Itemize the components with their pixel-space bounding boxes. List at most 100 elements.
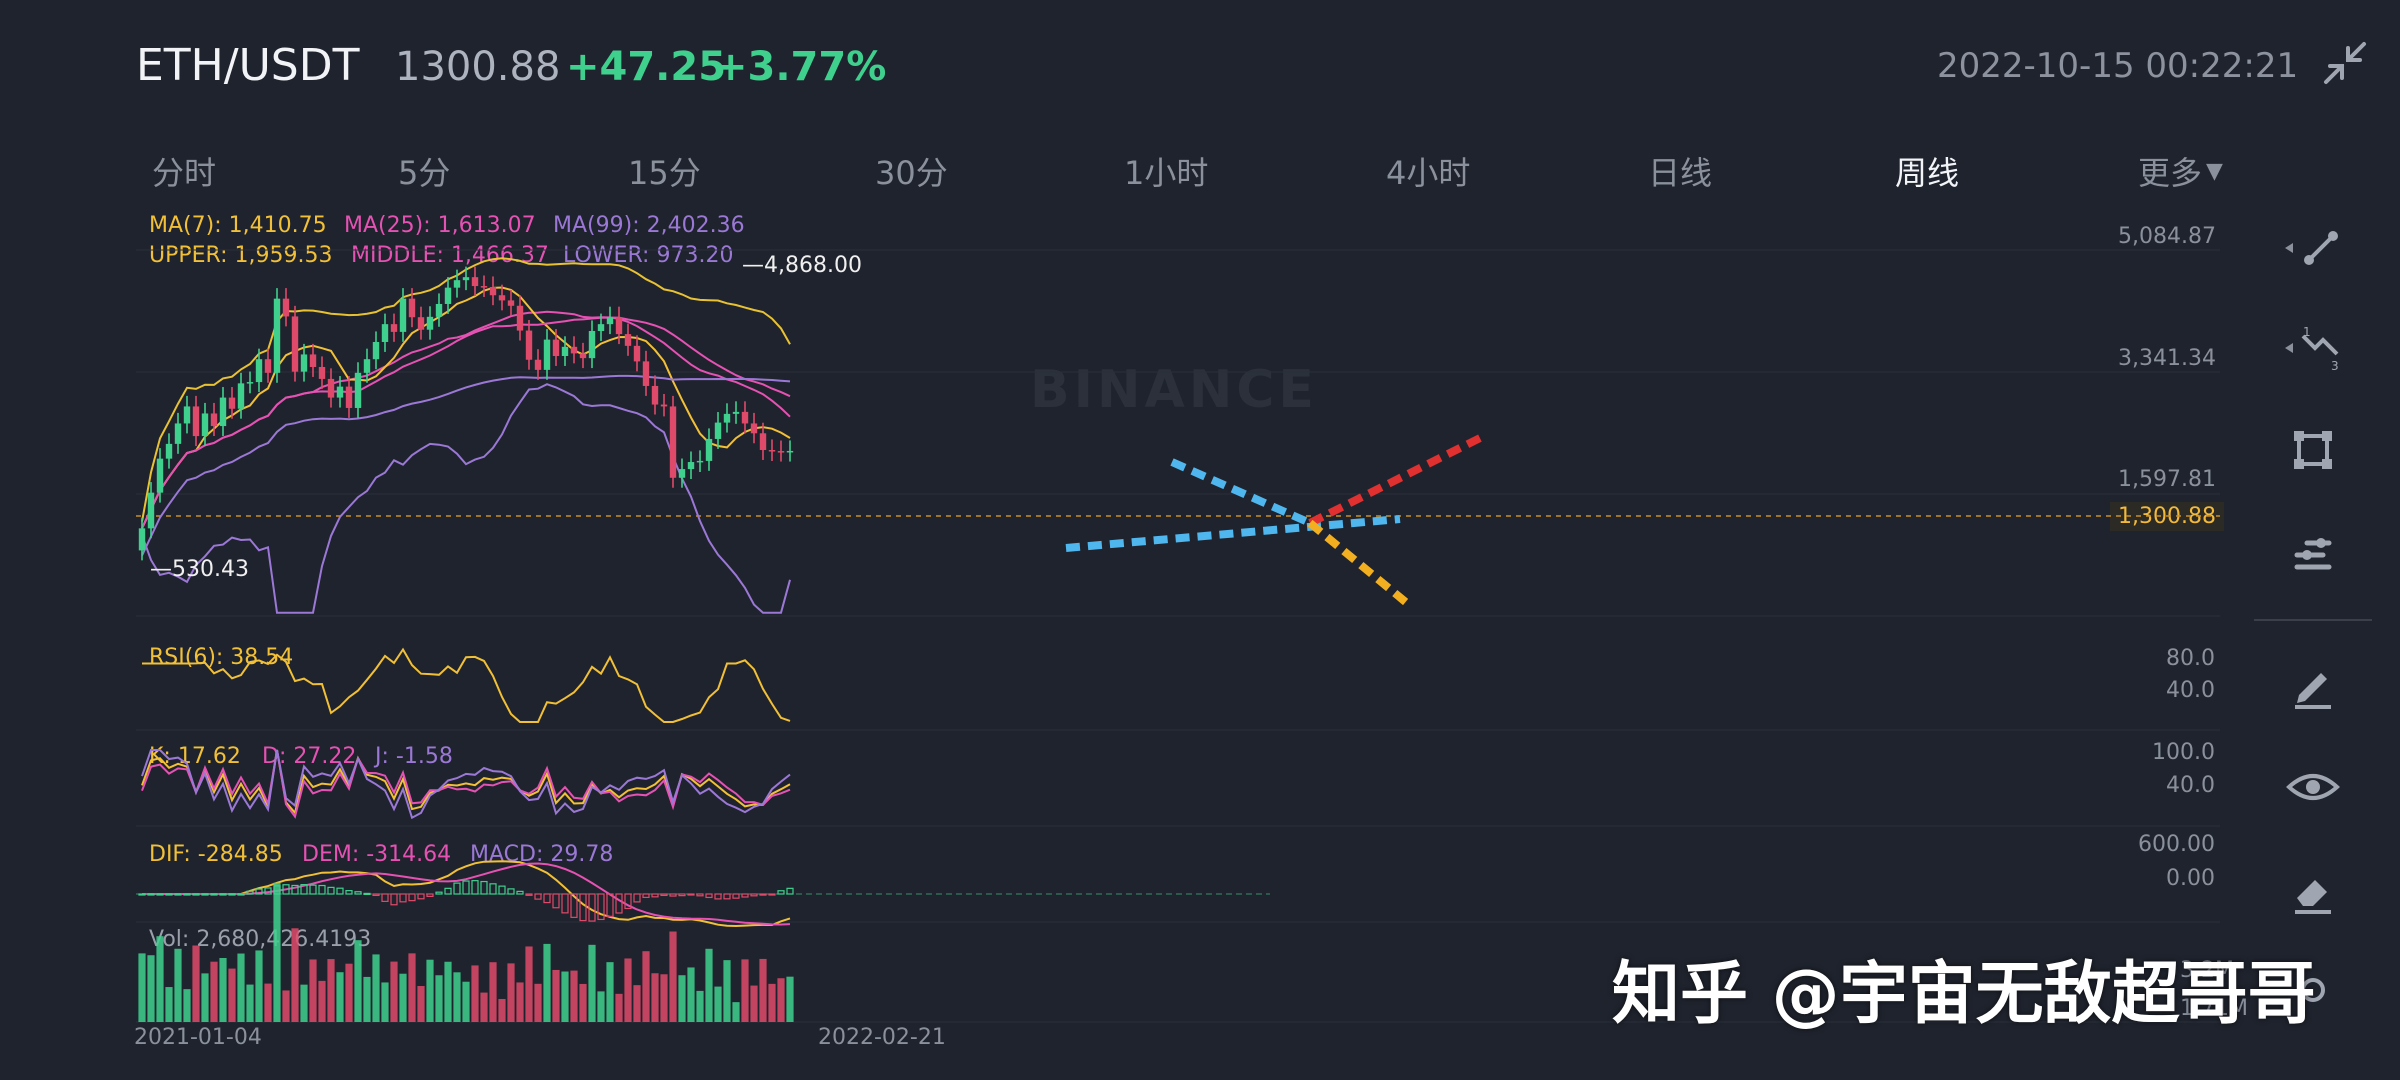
macd-histogram-bar [210, 893, 218, 896]
macd-histogram-bar [219, 893, 227, 896]
rsi-line [142, 647, 791, 723]
macd-histogram-bar [570, 893, 578, 918]
rectangle-tool-button[interactable] [2278, 415, 2348, 485]
volume-bar [174, 948, 182, 1022]
price-change-pct: +3.77% [714, 44, 887, 90]
fib-tool-button[interactable] [2278, 518, 2348, 588]
eraser-tool-button[interactable] [2278, 855, 2348, 925]
legend-k: K: 17.62 [149, 744, 241, 769]
candle-body [291, 316, 299, 372]
caret-down-icon: ▼ [2206, 159, 2223, 184]
macd-histogram-bar [408, 893, 416, 902]
toolbar-divider [2254, 619, 2372, 621]
volume-bar [273, 882, 281, 1022]
legend-ma7: MA(7): 1,410.75 [149, 213, 327, 238]
candle-body [219, 397, 227, 427]
rectangle-icon [2294, 431, 2332, 469]
candle-body [363, 359, 371, 373]
binance-watermark: BINANCE [1030, 360, 1318, 420]
macd-histogram-bar [705, 893, 713, 899]
support-trendline [1065, 515, 1401, 552]
macd-histogram-bar [723, 893, 731, 900]
macd-histogram-bar [264, 887, 272, 895]
macd-histogram-bar [417, 893, 425, 900]
macd-histogram-bar [147, 893, 155, 896]
tab-4hour[interactable]: 4小时 [1386, 154, 1471, 192]
candle-body [489, 287, 497, 296]
resistance-trendline [1170, 458, 1312, 527]
candle-body [507, 300, 515, 306]
macd-histogram-bar [309, 884, 317, 895]
volume-bar [210, 961, 218, 1022]
legend-vol: Vol: 2,680,426.4193 [149, 927, 372, 952]
candle-body [615, 317, 623, 335]
tab-15min[interactable]: 15分 [628, 154, 701, 192]
macd-histogram-bar [291, 884, 299, 895]
macd-histogram-bar [660, 893, 668, 897]
candle-body [390, 324, 398, 332]
visibility-toggle-button[interactable] [2278, 752, 2348, 822]
volume-bar [714, 986, 722, 1022]
breakdown-line [1307, 519, 1411, 608]
candle-body [228, 397, 236, 409]
tab-weekly[interactable]: 周线 [1895, 154, 1960, 192]
volume-bar [552, 969, 560, 1022]
volume-bar [696, 990, 704, 1022]
tab-more[interactable]: 更多 ▼ [2138, 148, 2223, 194]
volume-bar [642, 951, 650, 1022]
candle-body [453, 280, 461, 288]
candle-body [435, 303, 443, 317]
volume-bar [264, 983, 272, 1022]
volume-bar [678, 975, 686, 1022]
macd-histogram-bar [255, 888, 263, 895]
tab-30min[interactable]: 30分 [875, 154, 948, 192]
candle-body [192, 406, 200, 437]
axis-vol-top: 3.2M [2180, 958, 2234, 983]
macd-histogram-bar [372, 893, 380, 897]
macd-histogram-bar [534, 893, 542, 900]
date-label-1: 2021-01-04 [134, 1025, 262, 1050]
volume-bar [543, 943, 551, 1022]
volume-bar [507, 963, 515, 1022]
volume-bar [417, 986, 425, 1022]
volume-bar [426, 959, 434, 1022]
candle-body [525, 330, 533, 360]
candle-body [678, 469, 686, 478]
candle-body [705, 438, 713, 461]
date-label-2: 2022-02-21 [818, 1025, 946, 1050]
volume-bar [390, 961, 398, 1022]
trendline-tool-button[interactable] [2278, 213, 2348, 283]
settings-icon [2301, 978, 2325, 1002]
volume-bar [786, 976, 794, 1022]
candle-body [408, 298, 416, 318]
macd-histogram-bar [669, 893, 677, 897]
macd-histogram-bar [561, 893, 569, 914]
candle-body [147, 492, 155, 529]
volume-bar [156, 936, 164, 1022]
volume-bar [570, 970, 578, 1022]
macd-histogram-bar [336, 887, 344, 895]
macd-histogram-bar [525, 893, 533, 896]
candle-body [345, 386, 353, 408]
volume-bar [444, 961, 452, 1022]
tab-daily[interactable]: 日线 [1648, 154, 1713, 192]
tab-1hour[interactable]: 1小时 [1124, 154, 1209, 192]
tab-5min[interactable]: 5分 [398, 154, 451, 192]
macd-histogram-bar [174, 893, 182, 896]
macd-histogram-bar [543, 893, 551, 904]
draw-tool-button[interactable] [2278, 650, 2348, 720]
macd-histogram-bar [444, 887, 452, 895]
tab-timeline[interactable]: 分时 [152, 154, 217, 192]
volume-bar [219, 957, 227, 1022]
volume-panel [138, 882, 794, 1022]
macd-panel [136, 860, 1270, 928]
candle-body [570, 346, 578, 354]
volume-bar [534, 983, 542, 1022]
pair-title: ETH/USDT [136, 40, 360, 91]
collapse-icon[interactable] [2320, 38, 2370, 88]
legend-j: J: -1.58 [375, 744, 453, 769]
candle-body [768, 450, 776, 452]
settings-tool-button[interactable] [2278, 955, 2348, 1025]
volume-bar [201, 973, 209, 1022]
